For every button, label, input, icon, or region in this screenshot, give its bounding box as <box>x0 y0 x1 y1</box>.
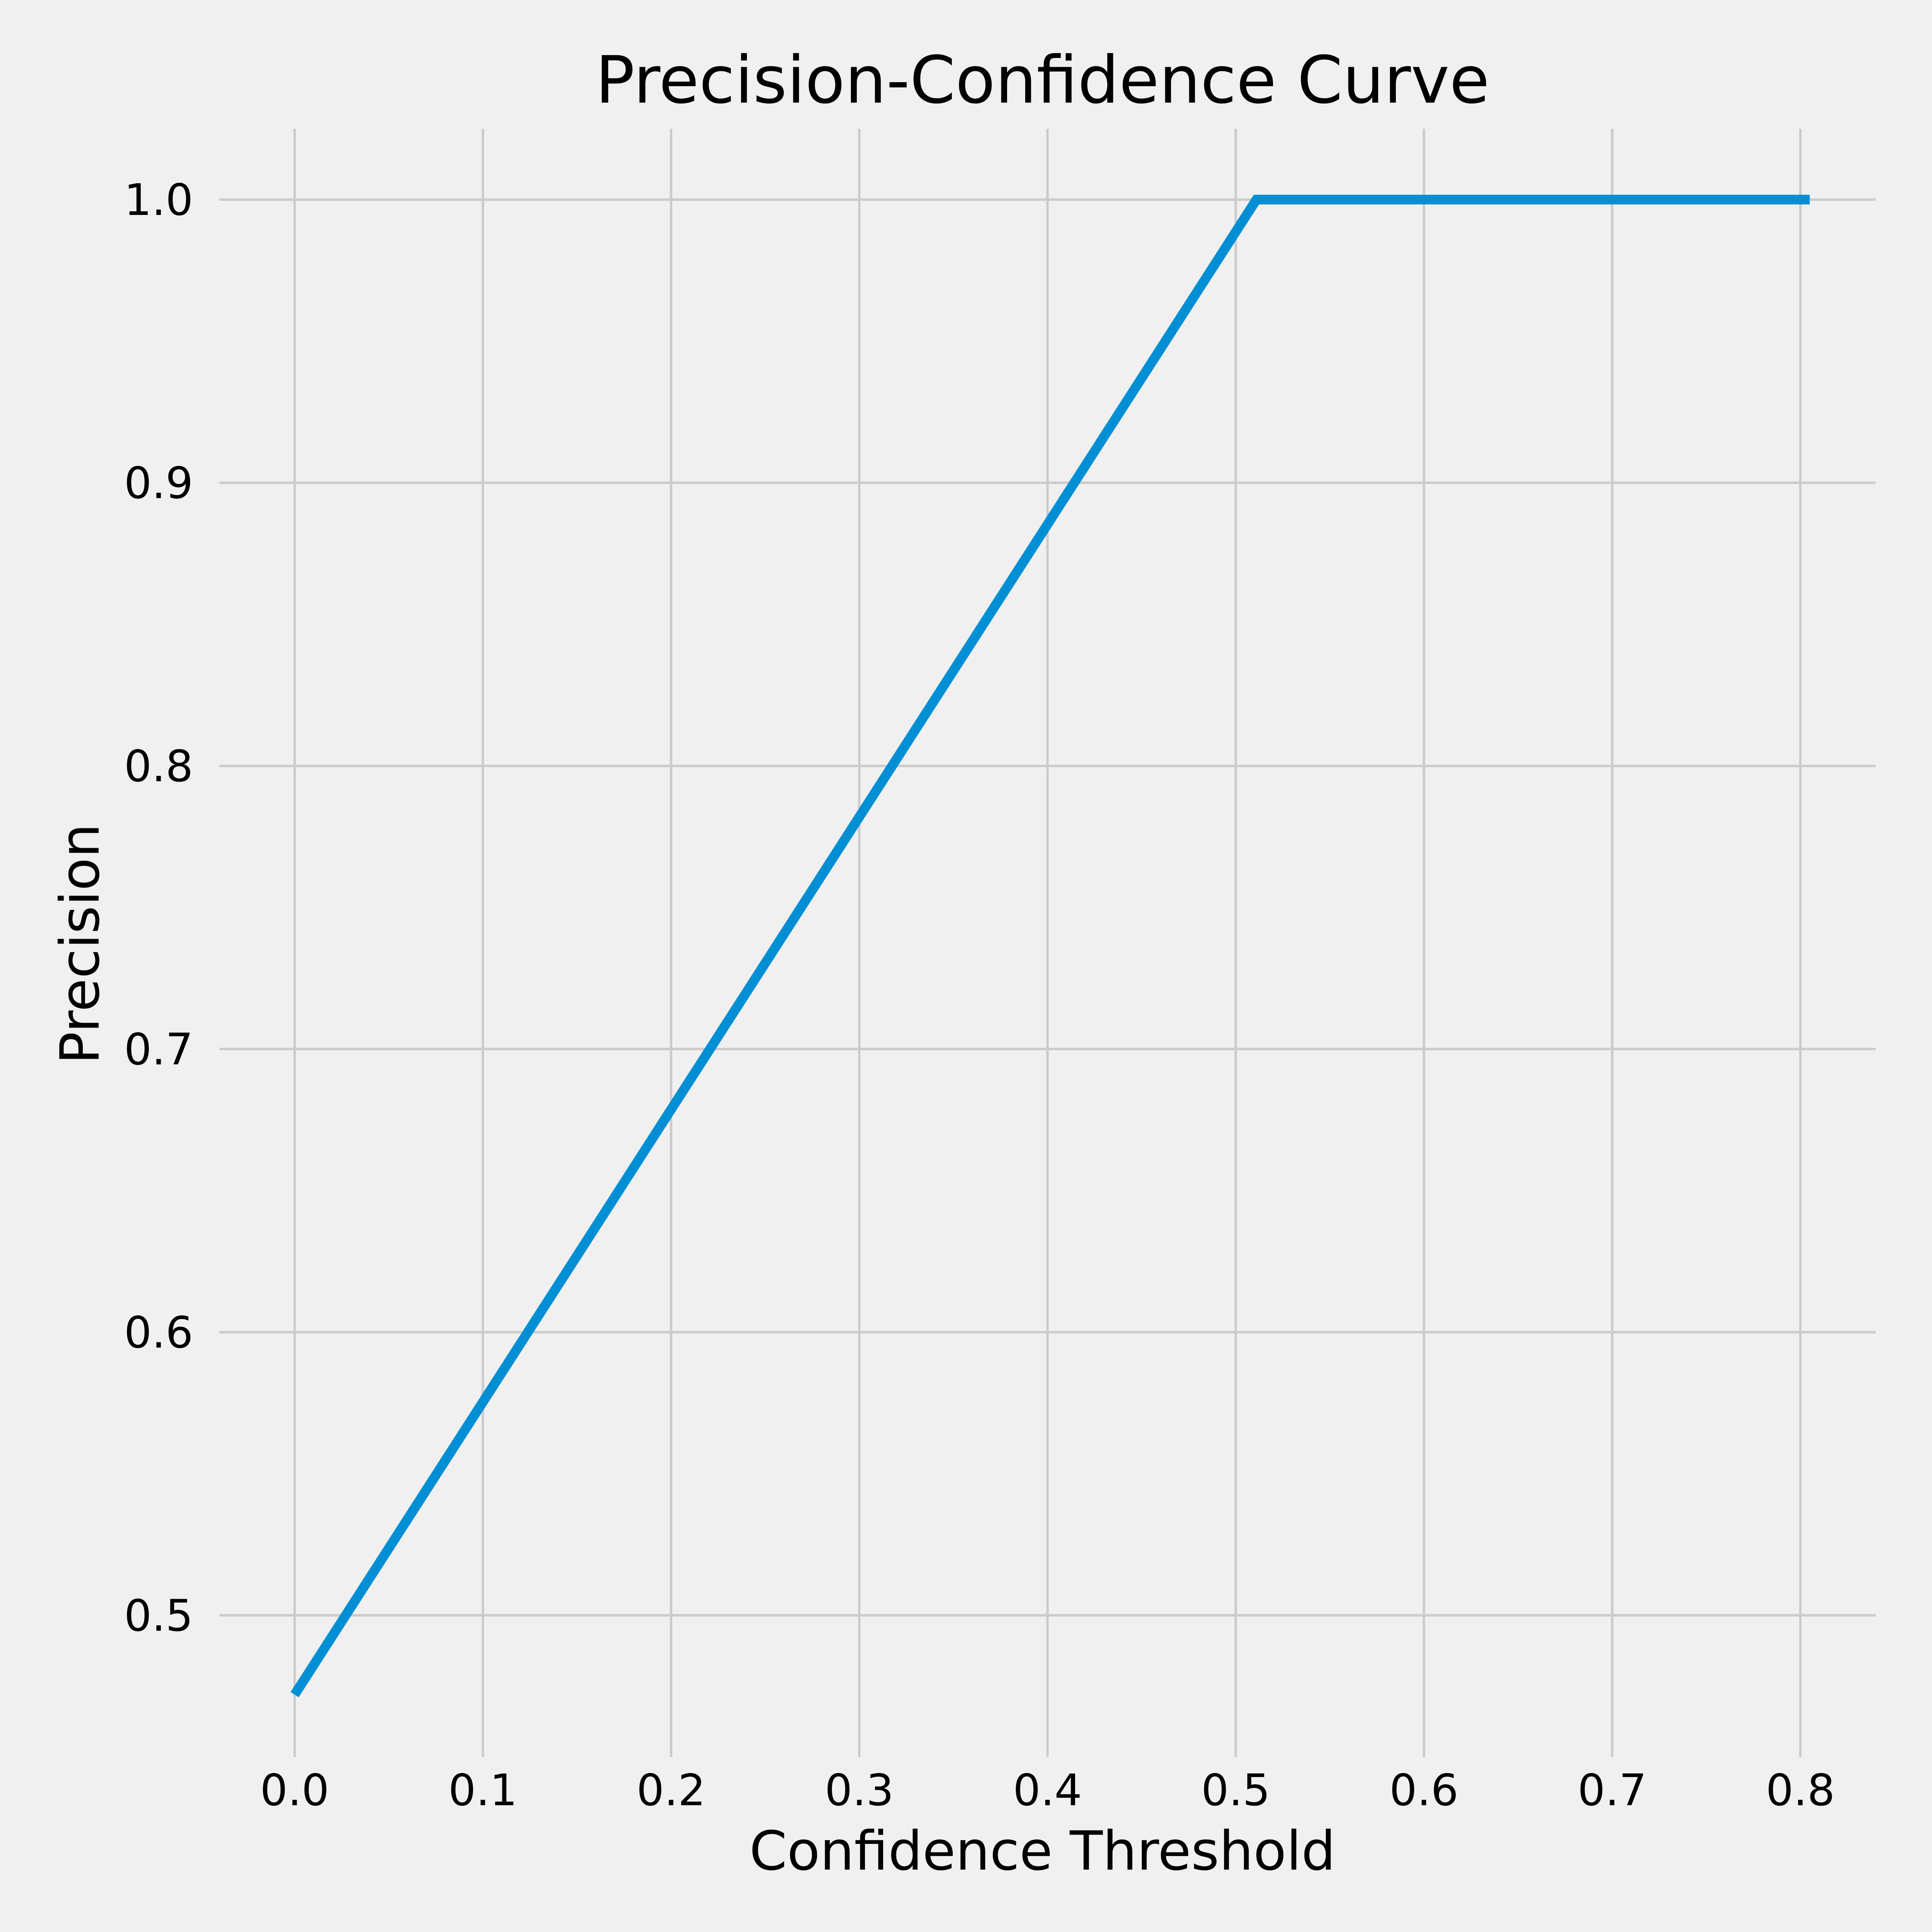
x-tick-label: 0.7 <box>1577 1765 1647 1816</box>
x-tick-label: 0.4 <box>1013 1765 1082 1816</box>
y-tick-label: 0.6 <box>124 1308 193 1358</box>
x-tick-label: 0.3 <box>825 1765 894 1816</box>
x-tick-label: 0.6 <box>1389 1765 1459 1816</box>
y-tick-label: 0.8 <box>124 741 193 792</box>
y-tick-label: 0.7 <box>124 1024 193 1075</box>
x-tick-label: 0.0 <box>260 1765 329 1816</box>
y-tick-label: 0.5 <box>124 1591 193 1641</box>
grid <box>219 129 1876 1757</box>
x-tick-label: 0.2 <box>636 1765 706 1816</box>
chart-title: Precision-Confidence Curve <box>595 43 1490 118</box>
x-tick-label: 0.5 <box>1201 1765 1270 1816</box>
y-axis-label: Precision <box>49 824 111 1064</box>
y-tick-label: 1.0 <box>124 175 193 225</box>
x-tick-label: 0.1 <box>448 1765 518 1816</box>
x-tick-label: 0.8 <box>1766 1765 1835 1816</box>
y-tick-label: 0.9 <box>124 458 193 508</box>
series-layer <box>290 194 1810 1697</box>
series-line <box>290 194 1810 1697</box>
tick-labels: 0.0 0.1 0.2 0.3 0.4 0.5 0.6 0.7 0.8 0.5 0.6 0.7 0.8 0… <box>124 175 1835 1816</box>
x-axis-label: Confidence Threshold <box>749 1820 1335 1882</box>
